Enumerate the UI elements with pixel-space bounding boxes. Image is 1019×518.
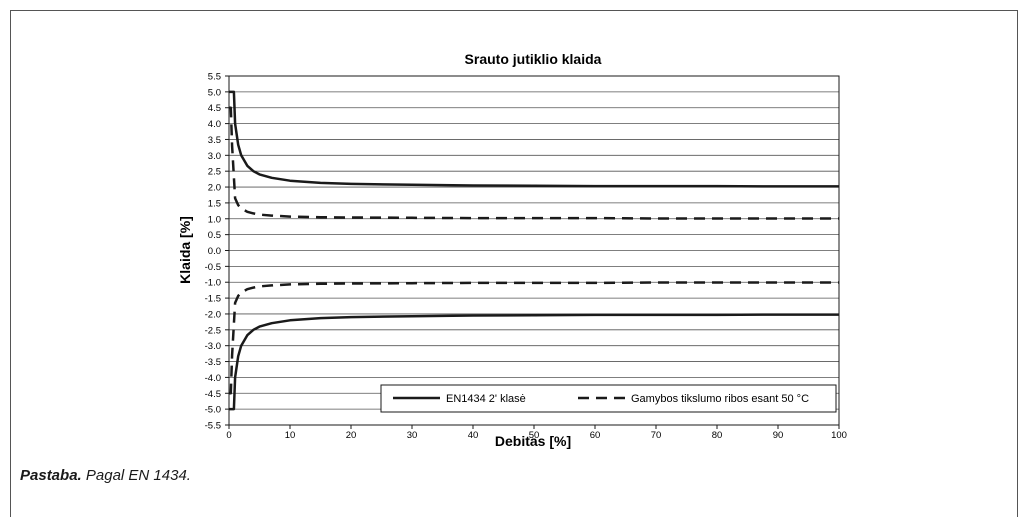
footnote-text: Pagal EN 1434.	[85, 467, 191, 484]
footnote: Pastaba. Pagal EN 1434.	[20, 467, 191, 484]
x-tick-label: 50	[529, 430, 540, 441]
y-tick-label: 2.5	[208, 167, 221, 178]
y-tick-label: 1.0	[208, 214, 221, 225]
x-axis-ticks: 0 10 20 30 40 50 60 70 80 90 100	[226, 425, 847, 441]
y-tick-label: 0.0	[208, 246, 221, 257]
y-tick-label: -3.0	[205, 341, 221, 352]
error-chart: Srauto jutiklio klaida 5.5 5.0 4.5 4.0 3.5 3.…	[177, 51, 847, 449]
x-tick-label: 20	[346, 430, 357, 441]
y-tick-label: 1.5	[208, 198, 221, 209]
x-tick-label: 0	[226, 430, 231, 441]
y-tick-label: 0.5	[208, 230, 221, 241]
series-line-en1434-upper	[229, 90, 839, 188]
y-tick-label: -2.0	[205, 309, 221, 320]
y-tick-label: -0.5	[205, 262, 221, 273]
y-tick-label: 5.0	[208, 87, 221, 98]
y-tick-label: -1.5	[205, 294, 221, 305]
series-curves	[229, 90, 839, 411]
y-tick-label: -5.5	[205, 421, 221, 432]
y-tick-label: 4.5	[208, 103, 221, 114]
y-tick-label: -4.5	[205, 389, 221, 400]
figure-frame	[10, 10, 1018, 517]
y-tick-label: -2.5	[205, 325, 221, 336]
y-axis-ticks: 5.5 5.0 4.5 4.0 3.5 3.0 2.5 2.0 1.5 1.0 0.5 0.0 -0.5…	[205, 72, 229, 432]
chart-title: Srauto jutiklio klaida	[465, 51, 602, 67]
y-tick-label: 4.0	[208, 119, 221, 130]
y-tick-label: -4.0	[205, 373, 221, 384]
x-tick-label: 70	[651, 430, 662, 441]
x-tick-label: 80	[712, 430, 723, 441]
y-tick-label: 3.5	[208, 135, 221, 146]
y-tick-label: -5.0	[205, 405, 221, 416]
series-line-en1434-lower	[229, 313, 839, 411]
y-tick-label: 5.5	[208, 72, 221, 83]
series-line-gamybos-upper	[229, 106, 839, 220]
legend-box	[380, 384, 837, 413]
x-tick-label: 10	[285, 430, 296, 441]
x-tick-label: 40	[468, 430, 479, 441]
x-axis-label: Debitas [%]	[495, 433, 571, 449]
footnote-label: Pastaba.	[20, 467, 82, 484]
x-tick-label: 100	[831, 430, 847, 441]
legend-label-en1434: EN1434 2' klasė	[446, 393, 526, 405]
y-tick-label: 2.0	[208, 183, 221, 194]
y-axis-label: Klaida [%]	[177, 216, 193, 284]
y-tick-label: 3.0	[208, 151, 221, 162]
x-tick-label: 90	[773, 430, 784, 441]
y-tick-label: -1.0	[205, 278, 221, 289]
grid-lines	[229, 75, 839, 426]
legend-label-gamybos: Gamybos tikslumo ribos esant 50 °C	[631, 393, 809, 405]
x-tick-label: 60	[590, 430, 601, 441]
x-tick-label: 30	[407, 430, 418, 441]
y-tick-label: -3.5	[205, 357, 221, 368]
legend: EN1434 2' klasė Gamybos tikslumo ribos e…	[380, 384, 837, 413]
series-line-gamybos-lower	[229, 281, 839, 395]
